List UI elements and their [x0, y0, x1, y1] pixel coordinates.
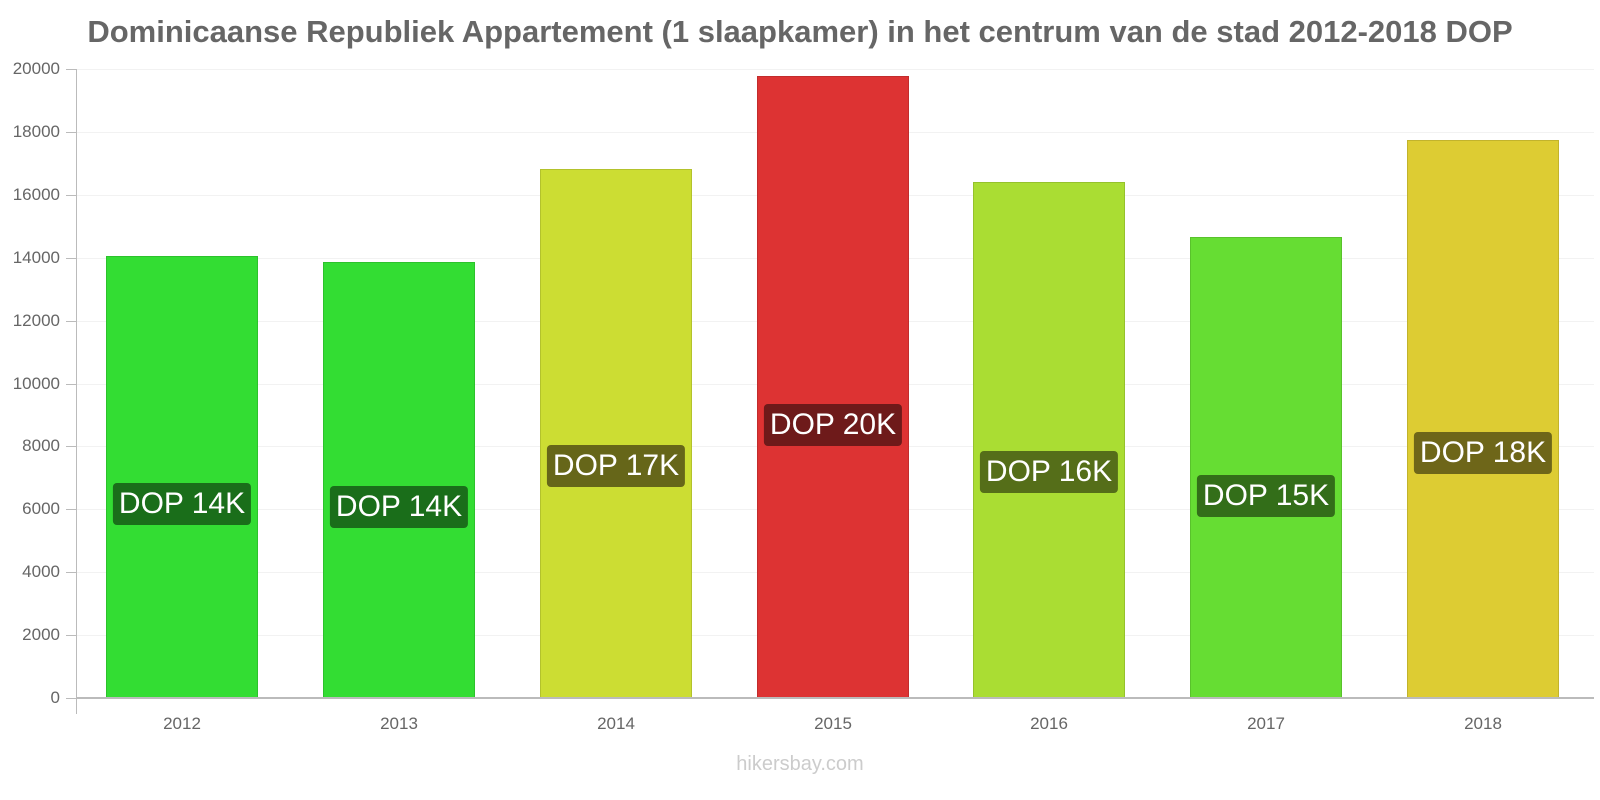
bar-value-label: DOP 17K	[546, 445, 686, 487]
y-tick-label: 18000	[12, 122, 60, 141]
bar-value-label: DOP 16K	[979, 451, 1119, 493]
x-tick-label: 2016	[1030, 714, 1068, 733]
footer-source: hikersbay.com	[736, 753, 864, 775]
y-tick-label: 20000	[12, 59, 60, 78]
bar-value-label: DOP 18K	[1413, 432, 1553, 474]
y-tick-mark	[66, 132, 76, 133]
y-tick-label: 12000	[12, 311, 60, 330]
bar-2012[interactable]: DOP 14K	[106, 256, 258, 698]
y-tick-mark	[66, 509, 76, 510]
y-tick-mark	[66, 446, 76, 447]
x-tick-label: 2012	[163, 714, 201, 733]
y-axis-line	[76, 69, 77, 714]
bar-value-label: DOP 14K	[112, 483, 252, 525]
y-tick-label: 4000	[22, 562, 60, 581]
y-tick-label: 16000	[12, 185, 60, 204]
y-tick-mark	[66, 195, 76, 196]
y-tick-label: 8000	[22, 436, 60, 455]
x-tick-label: 2015	[814, 714, 852, 733]
y-tick-label: 6000	[22, 499, 60, 518]
bar-value-label: DOP 14K	[329, 486, 469, 528]
bar-2015[interactable]: DOP 20K	[757, 76, 909, 698]
x-tick-label: 2014	[597, 714, 635, 733]
x-tick-label: 2018	[1464, 714, 1502, 733]
bar-2016[interactable]: DOP 16K	[973, 182, 1125, 698]
chart-title: Dominicaanse Republiek Appartement (1 sl…	[87, 14, 1513, 49]
bar-2018[interactable]: DOP 18K	[1407, 140, 1559, 698]
bar-2013[interactable]: DOP 14K	[323, 262, 475, 698]
x-tick-label: 2013	[380, 714, 418, 733]
y-tick-label: 2000	[22, 625, 60, 644]
y-tick-mark	[66, 384, 76, 385]
x-tick-label: 2017	[1247, 714, 1285, 733]
y-tick-mark	[66, 258, 76, 259]
y-tick-mark	[66, 321, 76, 322]
y-tick-label: 10000	[12, 374, 60, 393]
bar-value-label: DOP 20K	[763, 404, 903, 446]
bar-2017[interactable]: DOP 15K	[1190, 237, 1342, 698]
bar-2014[interactable]: DOP 17K	[540, 169, 692, 698]
y-tick-mark	[66, 572, 76, 573]
x-axis-line	[76, 697, 1594, 699]
gridline	[77, 69, 1594, 70]
y-tick-mark	[66, 698, 76, 699]
y-tick-label: 0	[50, 688, 60, 707]
y-tick-mark	[66, 69, 76, 70]
y-tick-mark	[66, 635, 76, 636]
y-tick-label: 14000	[12, 248, 60, 267]
bar-value-label: DOP 15K	[1196, 475, 1336, 517]
